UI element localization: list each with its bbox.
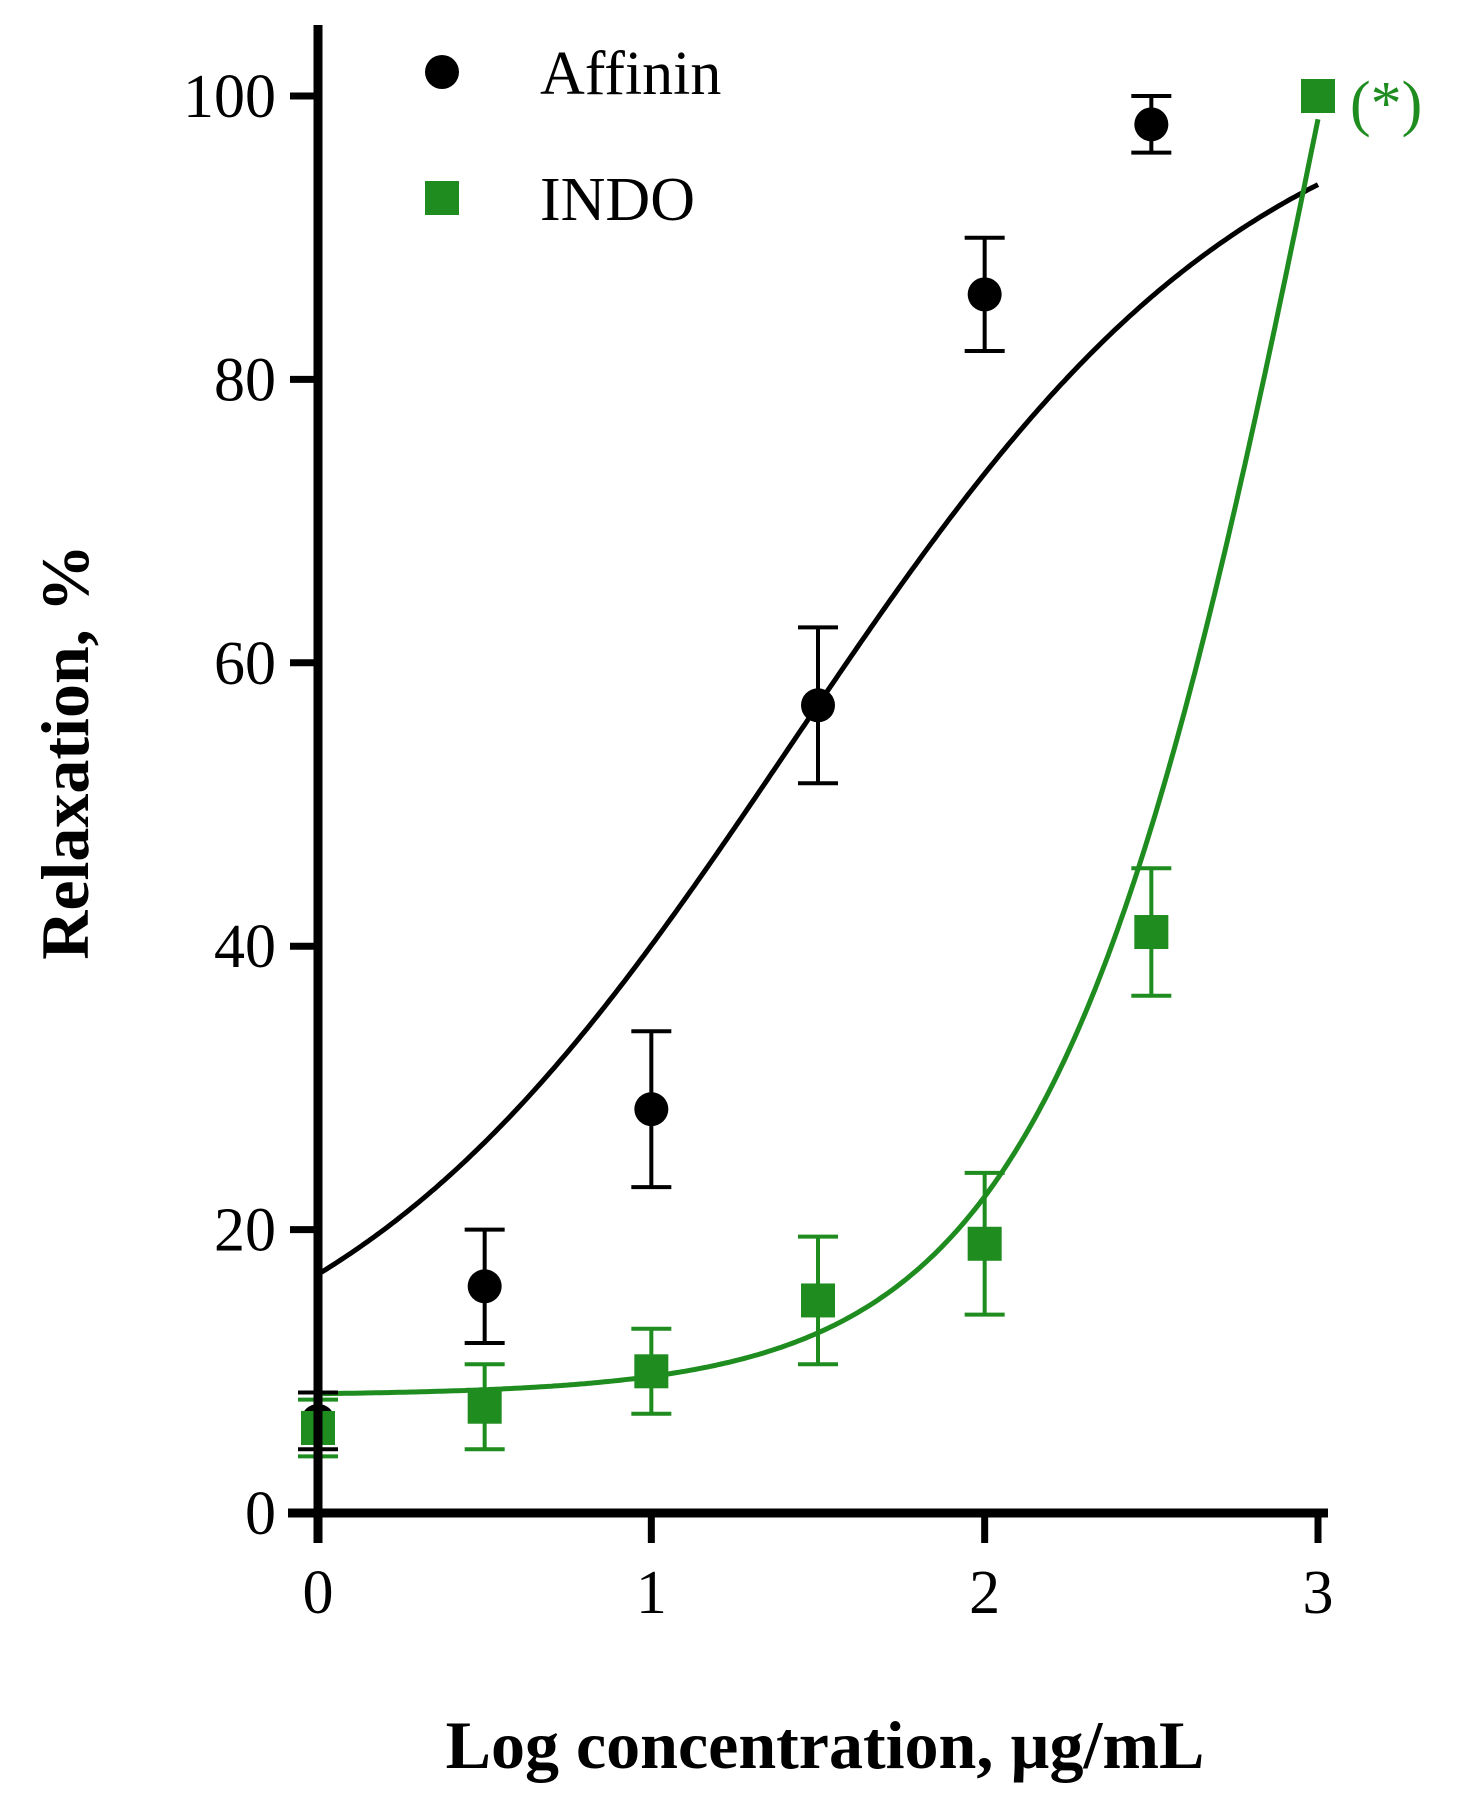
y-tick-label: 100 bbox=[183, 63, 276, 131]
x-tick-label: 1 bbox=[636, 1559, 667, 1627]
legend: Affinin INDO bbox=[425, 40, 721, 234]
data-point-affinin bbox=[467, 1269, 502, 1304]
x-tick-label: 0 bbox=[303, 1559, 334, 1627]
error-bars bbox=[298, 94, 1172, 1459]
y-tick-label: 60 bbox=[214, 630, 276, 698]
data-point-affinin bbox=[967, 277, 1002, 312]
legend-marker-indo bbox=[425, 181, 459, 215]
data-markers bbox=[301, 79, 1335, 1445]
data-point-affinin bbox=[634, 1092, 669, 1127]
legend-marker-affinin bbox=[425, 55, 459, 89]
data-point-affinin bbox=[1134, 107, 1169, 142]
y-tick-label: 20 bbox=[214, 1197, 276, 1265]
data-point-indo bbox=[1134, 915, 1169, 950]
x-tick-label: 2 bbox=[969, 1559, 1000, 1627]
tick-labels: 0 20 40 60 80 100 0 1 2 3 bbox=[183, 63, 1334, 1627]
y-tick-label: 40 bbox=[214, 913, 276, 981]
data-point-indo bbox=[1301, 79, 1335, 113]
data-point-indo bbox=[967, 1226, 1002, 1261]
axes bbox=[288, 25, 1328, 1543]
x-axis-title: Log concentration, µg/mL bbox=[446, 1707, 1205, 1783]
significance-annotation: (*) bbox=[1350, 70, 1422, 138]
x-tick-label: 3 bbox=[1303, 1559, 1334, 1627]
y-tick-label: 80 bbox=[214, 346, 276, 414]
data-point-indo bbox=[634, 1354, 669, 1389]
legend-label-affinin: Affinin bbox=[540, 40, 721, 108]
data-point-indo bbox=[801, 1283, 835, 1318]
y-tick-label: 0 bbox=[245, 1480, 276, 1548]
legend-label-indo: INDO bbox=[540, 166, 695, 234]
data-point-affinin bbox=[801, 688, 835, 723]
data-point-indo bbox=[467, 1389, 502, 1424]
y-axis-title: Relaxation, % bbox=[27, 544, 103, 960]
